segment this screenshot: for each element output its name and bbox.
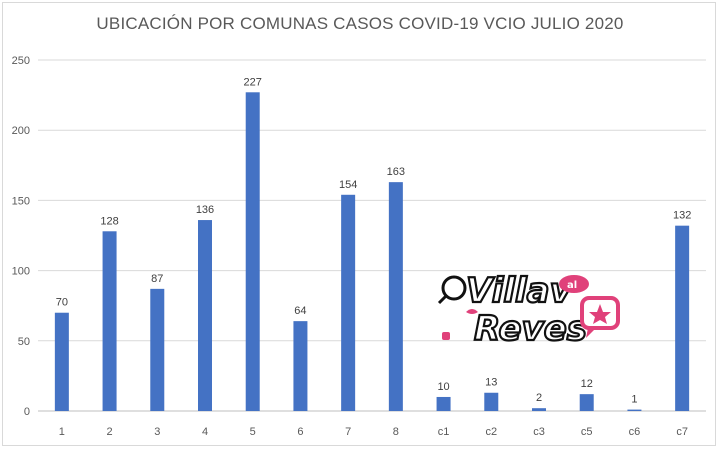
data-label: 2 bbox=[536, 392, 542, 404]
bar-4 bbox=[198, 220, 212, 411]
bar-c3 bbox=[532, 408, 546, 411]
x-tick-label: c1 bbox=[438, 426, 450, 438]
x-axis-ticks: 1 2 3 4 5 6 7 8 c1 c2 c3 c5 c6 c7 bbox=[59, 426, 688, 438]
bar-7 bbox=[341, 194, 356, 411]
bar-8 bbox=[388, 182, 403, 411]
x-tick-label: 5 bbox=[250, 426, 256, 438]
bar-6 bbox=[293, 321, 308, 411]
data-label: 128 bbox=[100, 215, 118, 227]
bar-c7 bbox=[675, 225, 690, 411]
bar-c1 bbox=[436, 396, 451, 411]
bar-c6 bbox=[627, 409, 642, 411]
y-tick-label: 50 bbox=[18, 336, 30, 348]
logo-text-line1: Villav bbox=[466, 271, 574, 311]
x-tick-label: c6 bbox=[629, 426, 641, 438]
data-label: 136 bbox=[196, 204, 214, 216]
x-tick-label: 7 bbox=[345, 426, 351, 438]
chart-title: UBICACIÓN POR COMUNAS CASOS COVID-19 VCI… bbox=[96, 14, 624, 33]
data-label: 64 bbox=[294, 305, 306, 317]
x-tick-label: 8 bbox=[393, 426, 399, 438]
data-label: 70 bbox=[56, 297, 68, 309]
data-label: 1 bbox=[631, 394, 637, 406]
x-tick-label: c2 bbox=[485, 426, 497, 438]
bar-c2 bbox=[484, 392, 499, 411]
bar-2 bbox=[102, 231, 117, 411]
y-axis-ticks: 0 50 100 150 200 250 bbox=[12, 55, 30, 418]
chart-frame bbox=[2, 2, 716, 446]
data-label: 154 bbox=[339, 179, 357, 191]
y-tick-label: 100 bbox=[12, 266, 30, 278]
villavo-al-reves-logo: Villav Reves al bbox=[437, 270, 620, 350]
data-label: 227 bbox=[244, 76, 262, 88]
data-label: 163 bbox=[387, 166, 405, 178]
bar-5 bbox=[245, 92, 260, 412]
x-tick-label: 4 bbox=[202, 426, 208, 438]
gridlines bbox=[38, 59, 706, 412]
x-tick-label: c7 bbox=[676, 426, 688, 438]
y-tick-label: 250 bbox=[12, 55, 30, 67]
bars bbox=[54, 92, 690, 412]
bar-c5 bbox=[579, 394, 594, 411]
x-tick-label: 2 bbox=[107, 426, 113, 438]
y-tick-label: 0 bbox=[24, 406, 30, 418]
y-tick-label: 200 bbox=[12, 125, 30, 137]
data-label: 13 bbox=[485, 377, 497, 389]
x-tick-label: c5 bbox=[581, 426, 593, 438]
x-tick-label: 1 bbox=[59, 426, 65, 438]
x-tick-label: 6 bbox=[297, 426, 303, 438]
data-label: 132 bbox=[673, 210, 691, 222]
y-tick-label: 150 bbox=[12, 195, 30, 207]
data-label: 87 bbox=[151, 273, 163, 285]
logo-text-line2: Reves bbox=[474, 309, 587, 349]
bar-1 bbox=[54, 312, 69, 411]
bar-3 bbox=[150, 288, 165, 411]
x-tick-label: 3 bbox=[154, 426, 160, 438]
data-label: 10 bbox=[437, 381, 449, 393]
x-tick-label: c3 bbox=[533, 426, 545, 438]
data-label: 12 bbox=[581, 378, 593, 390]
logo-text-small: al bbox=[567, 280, 577, 291]
